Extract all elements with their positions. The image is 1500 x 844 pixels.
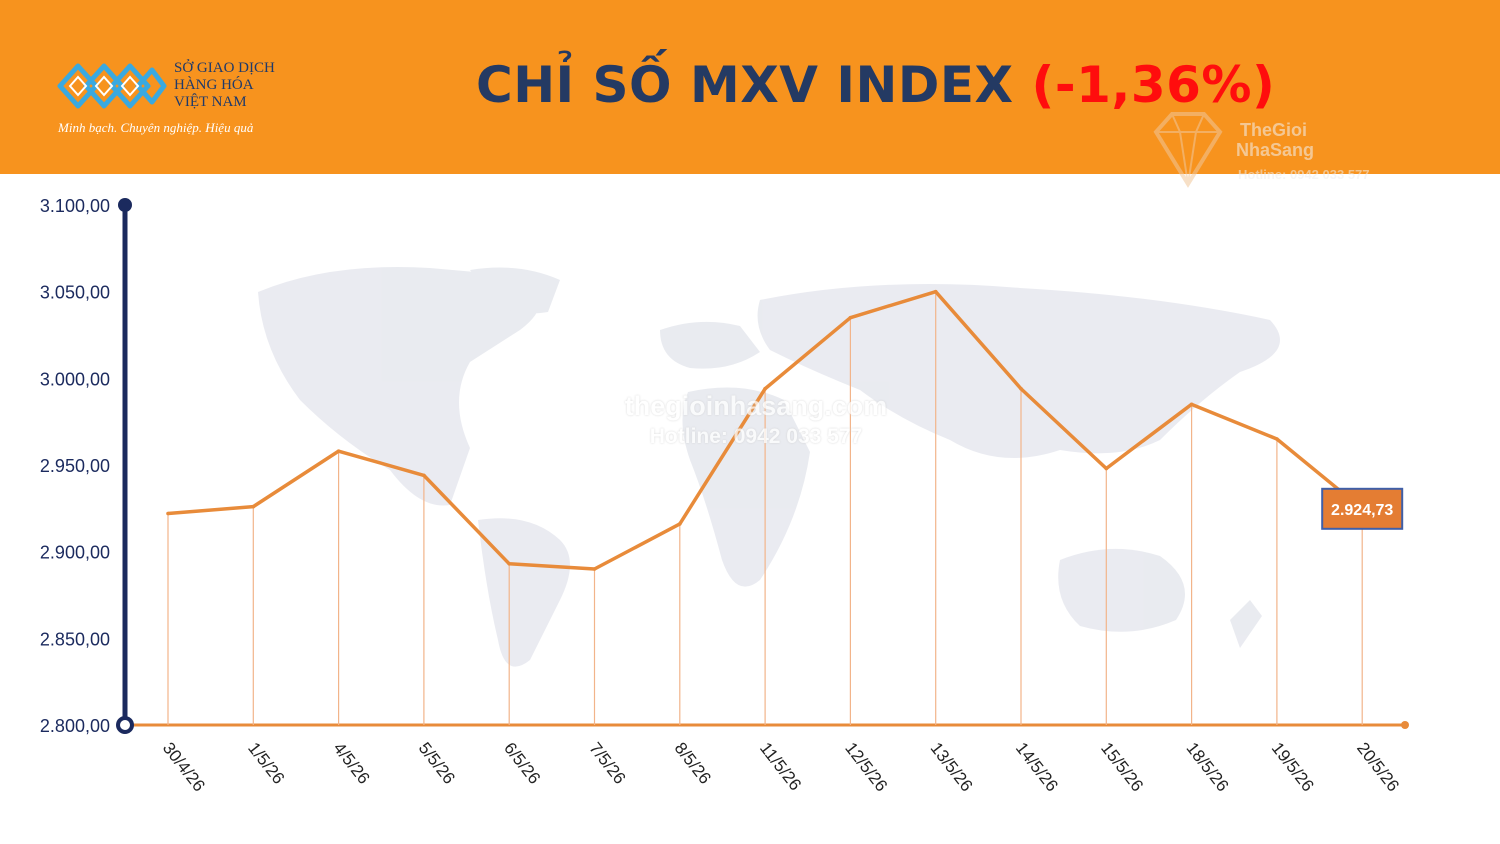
data-point [678,522,682,526]
y-tick-label: 2.900,00 [40,543,110,563]
x-tick-label: 8/5/26 [671,739,715,788]
axis-origin-marker [116,716,134,734]
thegioinhasang-watermark: TheGioi NhaSang Hotline: 0942 033 577 [1146,108,1386,188]
logo-name-line: SỞ GIAO DỊCH [174,60,275,76]
data-point [933,289,938,294]
x-tick-label: 11/5/26 [756,739,805,794]
drop-lines [167,291,1363,725]
y-tick-label: 2.800,00 [40,716,110,736]
x-axis: 30/4/26 1/5/26 4/5/26 5/5/26 6/5/26 7/5/26 8/5… [116,716,1409,795]
data-point [422,473,426,478]
center-watermark-site: thegioinhasang.com [624,391,888,421]
center-watermark: thegioinhasang.com Hotline: 0942 033 577 [616,390,896,452]
x-tick-label: 6/5/26 [500,739,544,788]
logo-name-line: HÀNG HÓA [174,77,254,93]
data-point [1189,402,1194,407]
x-tick-label: 30/4/26 [159,739,209,795]
last-value-box [1321,487,1404,530]
data-point [1019,386,1023,391]
data-point [507,562,512,566]
y-tick-label: 3.000,00 [40,369,110,389]
chart-title-main: CHỈ SỐ MXV INDEX [476,56,1014,114]
y-axis-top-marker [118,198,132,212]
vietnam-commodity-exchange-logo: SỞ GIAO DỊCH HÀNG HÓA VIỆT NAM Minh bạch… [56,58,296,148]
diamond-logo-icon [1153,112,1223,188]
logo-name-line: VIỆT NAM [174,94,247,110]
x-tick-label: 20/5/26 [1353,739,1403,795]
x-axis-end-marker [1401,721,1409,729]
last-value-label: 2.924,73 [1331,502,1393,519]
data-point [336,449,341,453]
x-tick-label: 5/5/26 [415,739,459,788]
x-tick-label: 15/5/26 [1097,739,1147,795]
watermark-brand-line2: NhaSang [1236,140,1315,160]
chart-title: CHỈ SỐ MXV INDEX (-1,36%) [476,50,1275,120]
x-tick-label: 7/5/26 [585,739,629,788]
y-tick-label: 2.950,00 [40,456,110,476]
watermark-brand-line1: TheGioi [1240,120,1307,140]
y-tick-label: 3.100,00 [40,196,110,216]
logo-slogan: Minh bạch. Chuyên nghiệp. Hiệu quả [58,120,254,135]
x-tick-label: 19/5/26 [1268,739,1318,795]
data-point [1104,466,1109,471]
line-chart: 3.100,00 3.050,00 3.000,00 2.950,00 2.900,00… [0,174,1500,844]
data-point [1275,437,1279,441]
data-point [251,504,256,509]
y-tick-label: 2.850,00 [40,629,110,649]
chart-title-change: (-1,36%) [1031,56,1276,114]
chart-svg: 3.100,00 3.050,00 3.000,00 2.950,00 2.900,00… [40,196,1409,795]
header-banner: SỞ GIAO DỊCH HÀNG HÓA VIỆT NAM Minh bạch… [0,0,1500,174]
x-tick-label: 12/5/26 [841,739,891,795]
data-point [592,567,597,571]
x-tick-label: 18/5/26 [1182,739,1232,795]
x-tick-label: 4/5/26 [329,739,373,788]
last-value-callout: 2.924,73 [1321,487,1404,530]
world-map-background [258,267,1280,667]
x-tick-label: 14/5/26 [1012,739,1062,795]
mxv-logo-icon [57,63,167,109]
y-axis: 3.100,00 3.050,00 3.000,00 2.950,00 2.900,00… [40,196,132,736]
watermark-hotline: Hotline: 0942 033 577 [1238,167,1370,182]
center-watermark-hotline: Hotline: 0942 033 577 [649,425,863,448]
data-point [166,511,170,516]
x-tick-label: 1/5/26 [244,739,288,788]
x-tick-label: 13/5/26 [927,739,977,795]
y-tick-label: 3.050,00 [40,283,110,303]
data-point [763,386,767,391]
data-point [848,315,853,320]
